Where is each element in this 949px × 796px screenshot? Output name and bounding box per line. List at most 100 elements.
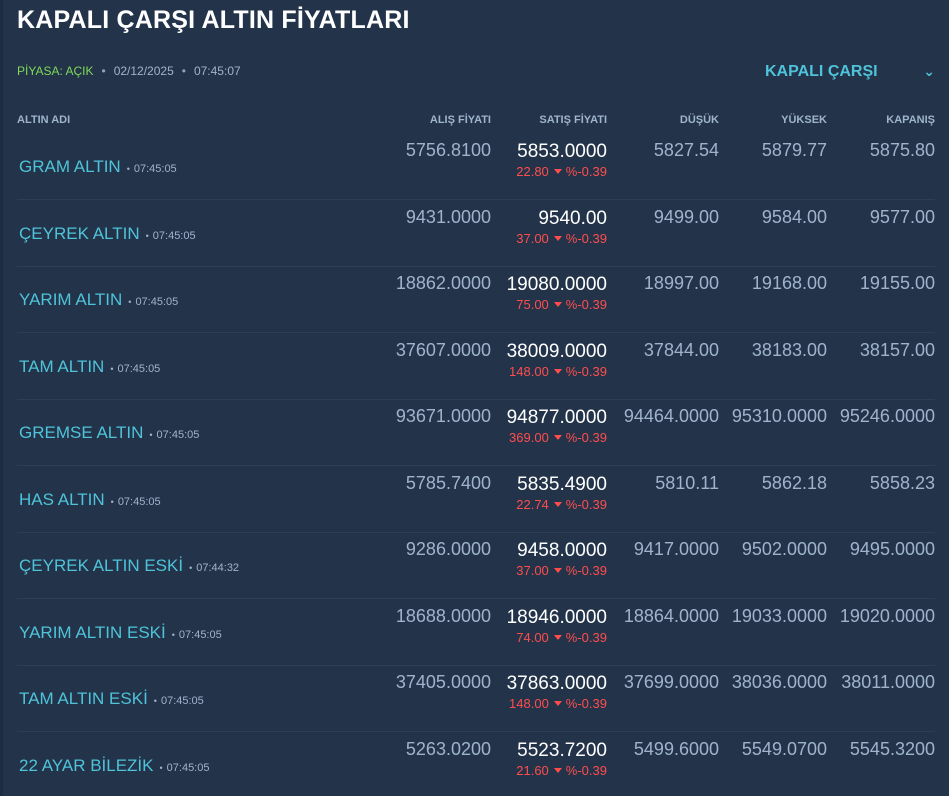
update-time: 07:45:05	[111, 496, 161, 508]
high-price: 5862.18	[761, 472, 827, 493]
close-price: 19155.00	[859, 273, 935, 293]
gold-name[interactable]: TAM ALTIN ESKİ 07:45:05	[19, 689, 204, 709]
change-percent: %-0.39	[565, 496, 607, 512]
low-price: 94464.0000	[623, 406, 719, 426]
table-row[interactable]: HAS ALTIN07:45:055785.74005835.490022.74…	[17, 467, 935, 533]
caret-down-icon	[553, 435, 562, 441]
price-change: 22.74 %-0.39	[457, 497, 607, 512]
market-status: PİYASA: AÇIK	[17, 64, 94, 78]
high-price: 5549.0700	[741, 738, 827, 759]
close-price: 9577.00	[869, 206, 935, 227]
gold-name[interactable]: TAM ALTIN 07:45:05	[19, 357, 160, 377]
gold-name-label: ÇEYREK ALTIN ESKİ	[19, 556, 184, 575]
header-name: ALTIN ADI	[17, 114, 71, 126]
buy-price: 37607.0000	[395, 339, 491, 360]
change-percent: %-0.39	[565, 363, 607, 379]
table-row[interactable]: YARIM ALTIN 07:45:05 18862.0000 19080.0000 7…	[17, 267, 935, 333]
gold-name-label: ÇEYREK ALTIN	[19, 223, 140, 243]
update-time: 07:45:05	[146, 230, 196, 242]
caret-down-icon	[553, 368, 562, 374]
gold-name[interactable]: ÇEYREK ALTIN ESKİ 07:44:32	[19, 556, 239, 576]
update-time: 07:45:05	[172, 629, 222, 641]
table-row[interactable]: ÇEYREK ALTIN 07:45:05 9431.0000 9540.0037.0…	[17, 201, 935, 267]
high-price: 95310.0000	[731, 406, 827, 426]
change-percent: %-0.39	[565, 563, 607, 578]
gold-name-label: GREMSE ALTIN	[19, 423, 144, 442]
update-time: 07:45:05	[149, 429, 199, 441]
header-buy: ALIŞ FİYATI	[429, 114, 491, 126]
change-value: 22.80	[516, 164, 549, 179]
gold-name-label: TAM ALTIN	[19, 356, 105, 376]
change-percent: %-0.39	[565, 230, 607, 246]
caret-down-icon	[553, 701, 562, 707]
table-row[interactable]: TAM ALTIN ESKİ 07:45:05 37405.0000 37863.00…	[17, 666, 935, 732]
sell-price: 5523.7200	[517, 739, 607, 761]
caret-down-icon	[553, 634, 562, 640]
buy-price: 5785.7400	[405, 472, 491, 493]
gold-name-label: YARIM ALTIN	[19, 290, 123, 309]
gold-name[interactable]: ÇEYREK ALTIN 07:45:05	[19, 224, 196, 244]
high-price: 38036.0000	[731, 672, 827, 692]
low-price: 9499.00	[653, 206, 719, 227]
caret-down-icon	[553, 568, 562, 574]
low-price: 37699.0000	[623, 672, 719, 692]
gold-name[interactable]: GRAM ALTIN 07:45:05	[19, 157, 177, 177]
table-row[interactable]: 22 AYAR BİLEZİK 07:45:05 5263.0200 5523.720…	[17, 733, 935, 796]
sell-price: 38009.0000	[506, 340, 607, 362]
sell-price: 5853.0000	[517, 141, 607, 162]
price-change: 21.60 %-0.39	[457, 763, 607, 778]
gold-name-label: TAM ALTIN ESKİ	[19, 689, 148, 708]
sell-price: 9540.00	[538, 207, 607, 229]
gold-name-label: GRAM ALTIN	[19, 157, 121, 176]
buy-price: 9286.0000	[405, 539, 491, 559]
low-price: 18997.00	[643, 273, 719, 293]
caret-down-icon	[553, 235, 562, 241]
change-value: 22.74	[516, 496, 549, 512]
low-price: 5827.54	[653, 140, 719, 160]
caret-down-icon	[553, 501, 562, 507]
price-change: 37.00 %-0.39	[457, 563, 607, 578]
buy-price: 9431.0000	[405, 206, 491, 227]
page-title: KAPALI ÇARŞI ALTIN FİYATLARI	[17, 6, 410, 34]
update-time: 07:45:05	[160, 762, 210, 774]
close-price: 19020.0000	[839, 605, 935, 626]
change-value: 21.60	[516, 762, 549, 778]
gold-name[interactable]: YARIM ALTIN 07:45:05	[19, 290, 178, 310]
close-price: 5858.23	[869, 472, 935, 493]
change-percent: %-0.39	[565, 629, 607, 645]
table-row[interactable]: TAM ALTIN07:45:0537607.000038009.0000148…	[17, 334, 935, 400]
change-value: 75.00	[516, 297, 549, 312]
sell-price: 94877.0000	[506, 407, 607, 428]
change-value: 148.00	[509, 696, 549, 711]
table-row[interactable]: GRAM ALTIN 07:45:05 5756.8100 5853.0000 22.8…	[17, 134, 935, 200]
high-price: 9584.00	[761, 206, 827, 227]
sell-price: 5835.4900	[517, 473, 607, 495]
gold-name-label: YARIM ALTIN ESKİ	[19, 622, 166, 642]
gold-name[interactable]: 22 AYAR BİLEZİK 07:45:05	[19, 756, 209, 776]
high-price: 5879.77	[761, 140, 827, 160]
table-row[interactable]: GREMSE ALTIN 07:45:05 93671.0000 94877.0000…	[17, 400, 935, 466]
price-change: 75.00 %-0.39	[457, 297, 607, 312]
market-date: 02/12/2025	[113, 64, 174, 78]
update-time: 07:45:05	[110, 363, 160, 375]
table-row[interactable]: YARIM ALTIN ESKİ 07:45:05 18688.0000 18946.…	[17, 600, 935, 666]
gold-name[interactable]: YARIM ALTIN ESKİ 07:45:05	[19, 623, 222, 643]
change-value: 74.00	[516, 629, 549, 645]
gold-name[interactable]: GREMSE ALTIN 07:45:05	[19, 423, 199, 443]
buy-price: 18688.0000	[395, 605, 491, 626]
price-change: 22.80 %-0.39	[457, 164, 607, 179]
change-percent: %-0.39	[565, 430, 607, 445]
low-price: 5810.11	[655, 472, 719, 493]
low-price: 5499.6000	[633, 738, 719, 759]
change-value: 369.00	[509, 430, 549, 445]
change-percent: %-0.39	[565, 696, 607, 711]
change-value: 37.00	[516, 230, 549, 246]
buy-price: 18862.0000	[395, 273, 491, 293]
market-time: 07:45:07	[193, 64, 241, 78]
table-row[interactable]: ÇEYREK ALTIN ESKİ 07:44:32 9286.0000 9458.0…	[17, 533, 935, 599]
market-select[interactable]: KAPALI ÇARŞI ⌄	[765, 63, 935, 85]
low-price: 18864.0000	[623, 605, 719, 626]
gold-name[interactable]: HAS ALTIN 07:45:05	[19, 490, 161, 510]
update-time: 07:45:05	[127, 163, 177, 175]
